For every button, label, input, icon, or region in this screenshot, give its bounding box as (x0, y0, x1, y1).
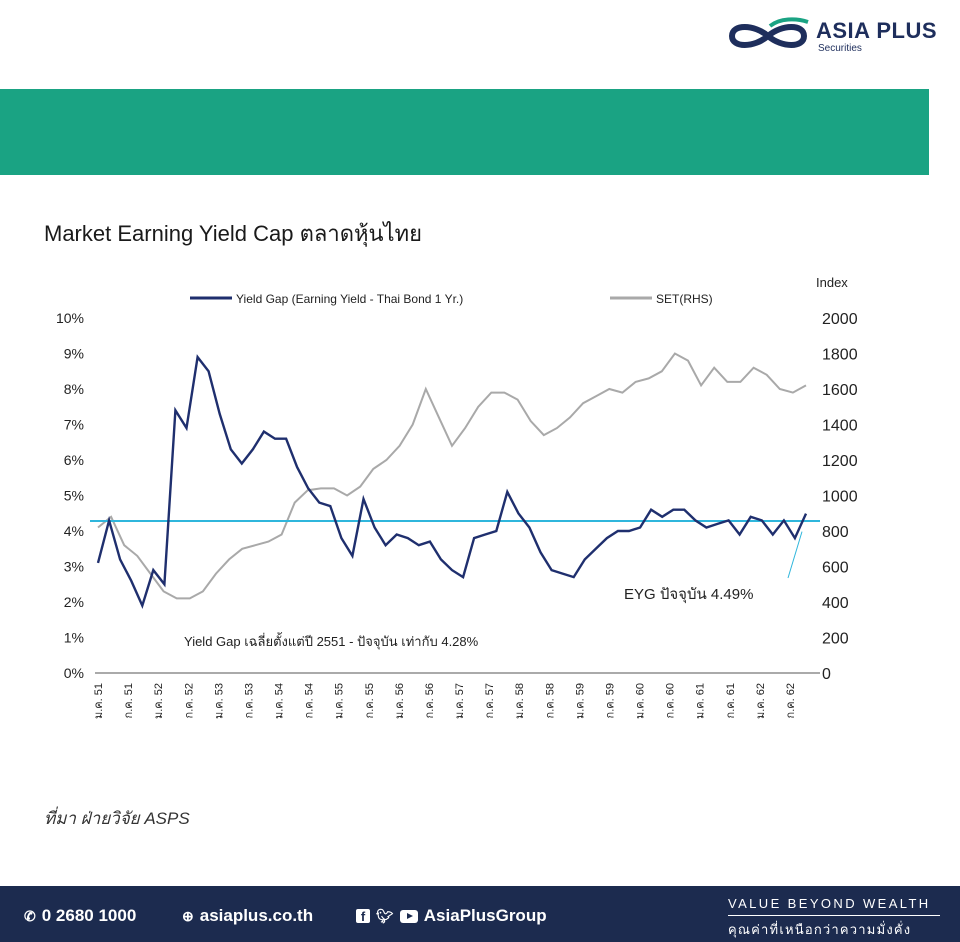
website-url: asiaplus.co.th (199, 906, 314, 925)
x-tick-label: ม.ค. 58 (514, 683, 526, 719)
left-tick-label: 10% (56, 310, 84, 326)
footer-phone[interactable]: ✆ 0 2680 1000 (24, 906, 136, 926)
left-tick-label: 8% (64, 381, 84, 397)
x-tick-label: ม.ค. 53 (213, 683, 225, 719)
left-tick-label: 5% (64, 488, 84, 504)
left-tick-label: 6% (64, 452, 84, 468)
x-tick-label: ก.ค. 53 (243, 683, 255, 718)
right-tick-label: 1400 (822, 418, 858, 435)
youtube-icon (399, 909, 418, 923)
right-tick-label: 1800 (822, 347, 858, 364)
tagline-en: VALUE BEYOND WEALTH (728, 896, 931, 911)
x-tick-label: ก.ค. 58 (544, 683, 556, 718)
legend-label-set: SET(RHS) (656, 292, 713, 306)
x-tick-label: ม.ค. 56 (394, 683, 406, 719)
right-tick-label: 1000 (822, 489, 858, 506)
right-axis-label: Index (816, 275, 848, 290)
x-tick-label: ม.ค. 59 (574, 683, 586, 719)
header-band (0, 89, 929, 175)
page-title: Market Earning Yield Cap ตลาดหุ้นไทย (44, 221, 422, 246)
tagline-divider (728, 915, 940, 916)
legend-label-yield-gap: Yield Gap (Earning Yield - Thai Bond 1 Y… (236, 292, 463, 306)
facebook-icon: f (356, 909, 370, 924)
right-tick-label: 1200 (822, 453, 858, 470)
phone-icon: ✆ (24, 907, 36, 924)
current-value-pointer (787, 531, 803, 579)
x-tick-label: ม.ค. 60 (635, 683, 647, 719)
average-annotation: Yield Gap เฉลี่ยตั้งแต่ปี 2551 - ปัจจุบั… (184, 632, 479, 650)
x-tick-label: ก.ค. 54 (304, 683, 316, 718)
source-note: ที่มา ฝ่ายวิจัย ASPS (44, 809, 190, 828)
x-tick-label: ก.ค. 62 (785, 683, 797, 718)
x-axis-ticks: ม.ค. 51 ก.ค. 51 ม.ค. 52 ก.ค. 52 ม.ค. 53 ก.ค. … (93, 683, 797, 719)
x-tick-label: ก.ค. 57 (484, 683, 496, 718)
right-tick-label: 1600 (822, 382, 858, 399)
x-tick-label: ม.ค. 62 (755, 683, 767, 719)
tagline-th: คุณค่าที่เหนือกว่าความมั่งคั่ง (728, 922, 912, 937)
asiaplus-logo: ASIA PLUS Securities (724, 12, 944, 58)
left-axis-ticks: 0% 1% 2% 3% 4% 5% 6% 7% 8% 9% 10% (56, 310, 84, 681)
right-tick-label: 2000 (822, 311, 858, 328)
current-eyg-label: EYG ปัจจุบัน 4.49% (624, 586, 753, 604)
series-line-set (97, 352, 807, 600)
series-line-yield-gap (96, 354, 808, 610)
twitter-icon: 🐦︎ (376, 907, 394, 924)
social-handle: AsiaPlusGroup (423, 906, 547, 925)
x-tick-label: ก.ค. 56 (424, 683, 436, 718)
x-tick-label: ก.ค. 59 (604, 683, 616, 718)
x-tick-label: ก.ค. 51 (123, 683, 135, 718)
left-tick-label: 3% (64, 559, 84, 575)
x-tick-label: ม.ค. 55 (334, 683, 346, 719)
yield-gap-chart: Yield Gap (Earning Yield - Thai Bond 1 Y… (56, 275, 858, 719)
right-tick-label: 400 (822, 595, 849, 612)
brand-name: ASIA PLUS (816, 18, 938, 43)
left-tick-label: 9% (64, 346, 84, 362)
x-tick-label: ก.ค. 52 (183, 683, 195, 718)
right-axis-ticks: 0 200 400 600 800 1000 1200 1400 1600 1800 2000 (822, 311, 858, 683)
footer-website[interactable]: ⊕ asiaplus.co.th (182, 906, 313, 926)
x-tick-label: ม.ค. 54 (274, 683, 286, 719)
right-tick-label: 200 (822, 631, 849, 648)
x-tick-label: ก.ค. 60 (665, 683, 677, 718)
right-tick-label: 800 (822, 524, 849, 541)
left-tick-label: 0% (64, 665, 84, 681)
footer: ✆ 0 2680 1000 ⊕ asiaplus.co.th f 🐦︎ Asia… (0, 886, 960, 942)
footer-social[interactable]: f 🐦︎ AsiaPlusGroup (356, 906, 547, 926)
right-tick-label: 600 (822, 560, 849, 577)
left-tick-label: 4% (64, 523, 84, 539)
left-tick-label: 2% (64, 594, 84, 610)
chart-legend: Yield Gap (Earning Yield - Thai Bond 1 Y… (190, 292, 713, 306)
left-tick-label: 1% (64, 630, 84, 646)
left-tick-label: 7% (64, 417, 84, 433)
brand-sub: Securities (818, 43, 862, 54)
globe-icon: ⊕ (182, 907, 194, 924)
x-tick-label: ม.ค. 61 (695, 683, 707, 719)
x-tick-label: ก.ค. 61 (725, 683, 737, 718)
x-tick-label: ก.ค. 55 (364, 683, 376, 718)
infinity-logo-icon (728, 17, 809, 48)
x-tick-label: ม.ค. 51 (93, 683, 105, 719)
x-tick-label: ม.ค. 52 (153, 683, 165, 719)
x-tick-label: ม.ค. 57 (454, 683, 466, 719)
phone-number: 0 2680 1000 (41, 906, 137, 925)
right-tick-label: 0 (822, 666, 831, 683)
